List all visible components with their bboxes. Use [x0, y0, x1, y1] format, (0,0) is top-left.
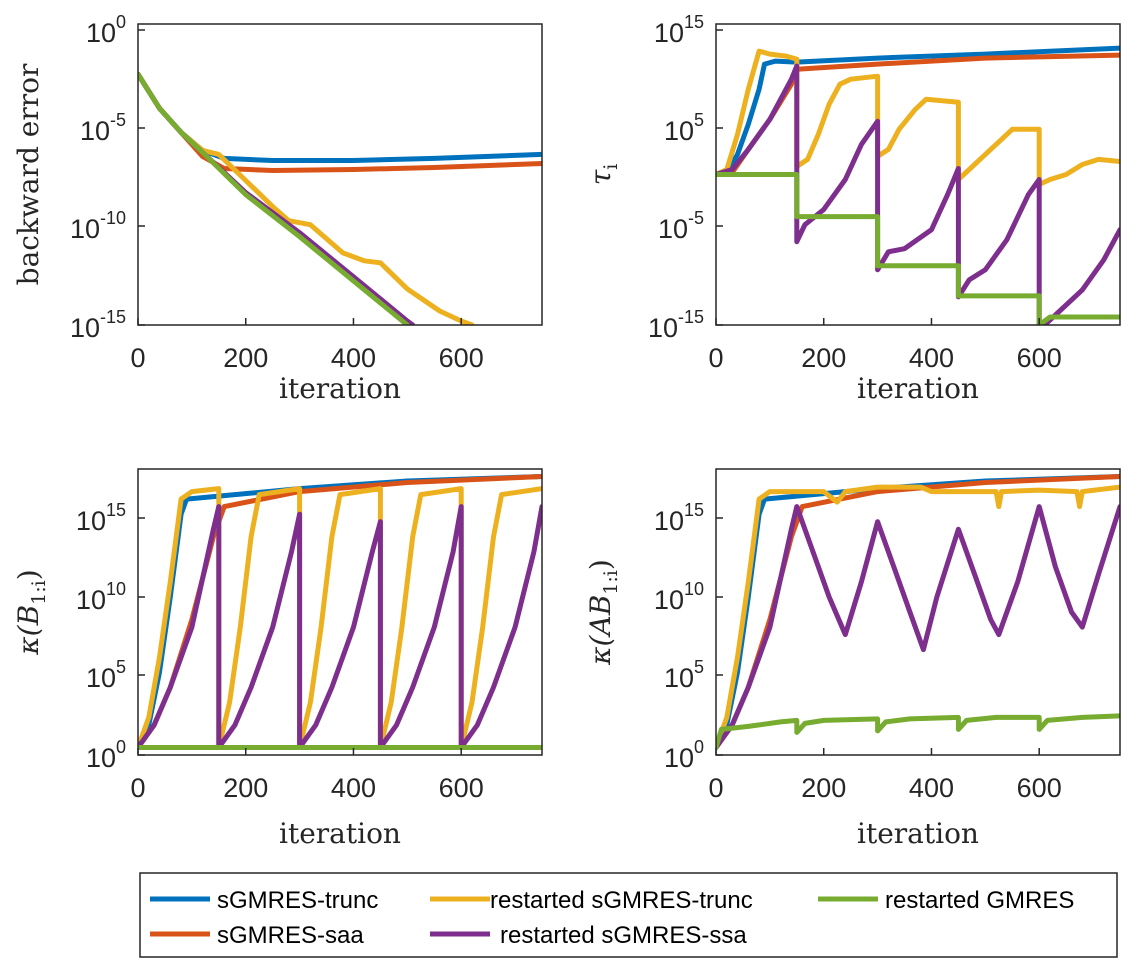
x-tick-label: 0: [130, 773, 145, 803]
x-axis-label: iteration: [857, 372, 979, 405]
y-tick-label: 10-15: [70, 307, 126, 343]
x-tick-label: 600: [1017, 343, 1062, 373]
series-line-sgmres-saa: [716, 52, 1120, 177]
x-tick-label: 400: [909, 773, 954, 803]
legend-label: restarted sGMRES-trunc: [490, 887, 753, 914]
y-tick-label: 10-15: [648, 307, 704, 343]
legend-entry: sGMRES-trunc: [150, 887, 378, 914]
x-axis-label: iteration: [857, 817, 979, 850]
x-axis-label: iteration: [279, 372, 401, 405]
x-tick-label: 400: [331, 773, 376, 803]
y-axis-label: κ(B1:i): [12, 569, 50, 655]
series-line-restarted-gmres: [138, 71, 410, 325]
x-tick-label: 0: [130, 343, 145, 373]
y-tick-label: 105: [664, 657, 704, 693]
chart-panel-3: 0 200 400 600 1015 1010 105 100 iteration κ(B1:i): [12, 468, 543, 850]
legend-label: sGMRES-saa: [217, 922, 364, 949]
x-tick-label: 200: [801, 343, 846, 373]
series-line-sgmres-trunc: [716, 45, 1120, 177]
x-tick-label: 400: [909, 343, 954, 373]
y-tick-label: 1010: [654, 579, 704, 615]
y-tick-label: 105: [664, 110, 704, 146]
y-tick-label: 10-5: [80, 110, 126, 146]
y-tick-label: 1015: [654, 12, 704, 48]
legend-label: restarted sGMRES-ssa: [500, 922, 747, 949]
series-line-restarted-sgmres-ssa: [716, 504, 1120, 750]
series-line-sgmres-trunc: [138, 474, 542, 750]
axes-box: [715, 468, 1121, 756]
y-tick-label: 105: [86, 657, 126, 693]
legend-entry: restarted sGMRES-ssa: [430, 922, 747, 949]
y-axis-label: backward error: [12, 63, 45, 285]
series-line-restarted-sgmres-trunc: [716, 48, 1120, 187]
y-tick-label: 100: [86, 737, 126, 773]
chart-panel-1: 0 200 400 600 100 10-5 10-10 10-15 iteration back…: [12, 12, 543, 405]
x-tick-label: 200: [223, 773, 268, 803]
legend: sGMRES-trunc restarted sGMRES-trunc restar…: [139, 872, 1118, 958]
plot-area: [716, 45, 1120, 325]
legend-label: restarted GMRES: [885, 887, 1074, 914]
series-line-sgmres-trunc: [716, 474, 1120, 750]
axes-box: [137, 468, 543, 756]
axes-box: [715, 23, 1121, 326]
legend-entry: restarted GMRES: [818, 887, 1074, 914]
y-tick-label: 1015: [654, 500, 704, 536]
y-tick-label: 10-5: [658, 208, 704, 244]
x-tick-label: 200: [223, 343, 268, 373]
y-axis-label: τi: [584, 164, 622, 186]
series-line-sgmres-saa: [138, 474, 542, 750]
series-line-restarted-sgmres-ssa: [716, 63, 1120, 325]
plot-area: [138, 474, 542, 750]
x-tick-label: 600: [439, 343, 484, 373]
x-tick-label: 200: [801, 773, 846, 803]
x-axis-label: iteration: [279, 817, 401, 850]
series-line-sgmres-saa: [716, 474, 1120, 750]
x-tick-label: 600: [439, 773, 484, 803]
series-line-restarted-sgmres-trunc: [138, 71, 475, 325]
y-tick-label: 10-10: [70, 208, 126, 244]
legend-entry: restarted sGMRES-trunc: [430, 887, 753, 914]
plot-area: [716, 474, 1120, 750]
y-tick-label: 1010: [76, 579, 126, 615]
chart-panel-2: 0 200 400 600 1015 105 10-5 10-15 iteration τi: [584, 12, 1121, 405]
legend-entry: sGMRES-saa: [150, 922, 364, 949]
y-axis-label: κ(AB1:i): [584, 559, 622, 666]
legend-label: sGMRES-trunc: [217, 887, 378, 914]
x-tick-label: 0: [708, 343, 723, 373]
chart-panel-4: 0 200 400 600 1015 1010 105 100 iteration κ(AB1:i…: [584, 468, 1121, 850]
x-tick-label: 0: [708, 773, 723, 803]
series-line-restarted-sgmres-ssa: [138, 71, 416, 325]
series-line-restarted-gmres: [716, 172, 1120, 325]
series-line-restarted-sgmres-trunc: [138, 486, 542, 750]
y-tick-label: 1015: [76, 500, 126, 536]
series-line-restarted-sgmres-trunc: [716, 484, 1120, 750]
series-line-restarted-gmres: [716, 713, 1120, 750]
legend-box: [139, 872, 1118, 958]
axes-box: [137, 23, 543, 326]
y-tick-label: 100: [86, 12, 126, 48]
x-tick-label: 600: [1017, 773, 1062, 803]
x-tick-label: 400: [331, 343, 376, 373]
y-tick-label: 100: [664, 737, 704, 773]
series-line-restarted-sgmres-ssa: [138, 504, 542, 750]
plot-area: [138, 71, 542, 325]
